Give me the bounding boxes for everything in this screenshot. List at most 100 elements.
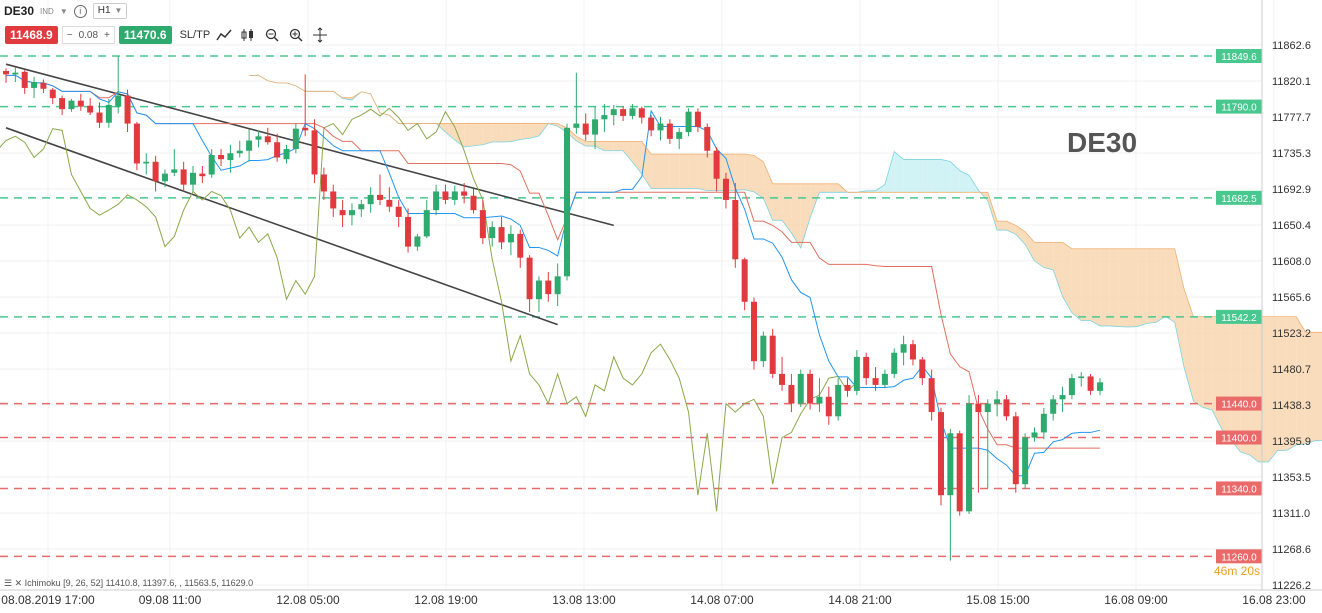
cloud-segment	[1128, 248, 1138, 328]
line-tool-icon[interactable]	[214, 26, 234, 44]
candle	[881, 369, 888, 389]
candle	[1068, 373, 1075, 400]
candle	[825, 386, 832, 425]
price-level-badge	[1216, 49, 1262, 64]
candle	[1050, 395, 1057, 421]
candle	[236, 140, 243, 158]
candle	[498, 216, 505, 250]
candle-body	[21, 71, 28, 88]
market-tag: IND	[40, 6, 54, 16]
minus-icon[interactable]: −	[66, 29, 73, 41]
cloud-segment	[1146, 248, 1157, 324]
price-tick-label: 11523.2	[1272, 328, 1311, 340]
candle	[395, 199, 402, 228]
candle	[433, 184, 440, 216]
trend-channel	[5, 63, 614, 326]
cloud-segment	[520, 123, 530, 140]
candle-body	[218, 154, 225, 160]
candle	[629, 104, 636, 120]
candle-body	[928, 378, 935, 413]
time-tick-label: 15.08 15:00	[966, 593, 1030, 607]
settings-icon[interactable]: ☰ ✕	[4, 578, 23, 588]
candle-body	[517, 233, 524, 258]
candle-body	[1040, 413, 1047, 433]
candle-body	[1012, 416, 1019, 485]
candles-icon[interactable]	[238, 26, 258, 44]
candle-body	[816, 396, 823, 404]
price-tick-label: 11692.9	[1272, 184, 1311, 196]
cloud-segment	[679, 154, 689, 189]
candle	[264, 127, 271, 145]
candle	[947, 429, 954, 561]
candle-body	[377, 194, 383, 200]
sltp-button[interactable]: SL/TP	[179, 29, 211, 41]
candle	[704, 123, 711, 158]
price-tick-label: 11862.6	[1272, 40, 1311, 52]
price-tick-label: 11311.0	[1272, 508, 1310, 520]
volume-stepper[interactable]: − 0.08 +	[61, 26, 115, 44]
cloud-segment	[1053, 242, 1063, 297]
plus-icon[interactable]: +	[104, 29, 110, 41]
sell-button[interactable]: 11468.9	[5, 26, 58, 44]
chevron-down-icon[interactable]: ▼	[59, 6, 68, 16]
candle	[377, 174, 383, 206]
candle-body	[171, 169, 178, 173]
candle-body	[938, 412, 944, 496]
candle-body	[470, 195, 477, 211]
candle	[685, 108, 692, 137]
cloud-segment	[1286, 316, 1297, 451]
buy-button[interactable]: 11470.6	[118, 26, 172, 44]
info-icon[interactable]: i	[73, 4, 87, 18]
candle	[479, 199, 486, 245]
cloud-segment	[1099, 248, 1110, 326]
candle-body	[779, 373, 786, 385]
cloud-segment	[931, 159, 941, 193]
symbol-label[interactable]: DE30	[4, 4, 35, 18]
candle-body	[124, 95, 131, 124]
candle-body	[414, 236, 421, 247]
candle-body	[358, 204, 365, 210]
price-tick-label: 11353.5	[1272, 472, 1311, 484]
candle-body	[573, 123, 580, 128]
candle-body	[339, 210, 346, 216]
candle	[779, 356, 786, 391]
cloud-segment	[828, 183, 839, 193]
time-axis: 08.08.2019 17:00 09.08 11:00 12.08 05:00 12…	[0, 589, 1322, 607]
chart-header: DE30 IND ▼ i H1 ▼	[4, 2, 128, 20]
cloud-segment	[1156, 248, 1166, 323]
candle	[152, 155, 159, 192]
time-tick-label: 08.08.2019 17:00	[1, 593, 95, 607]
candle-body	[489, 227, 496, 239]
crosshair-icon[interactable]	[310, 26, 330, 44]
zoom-in-icon[interactable]	[286, 26, 306, 44]
volume-value[interactable]: 0.08	[78, 29, 99, 41]
candle-body	[919, 359, 926, 379]
timeframe-select[interactable]: H1 ▼	[92, 3, 128, 19]
candle	[853, 350, 860, 396]
tenkan-sen	[5, 74, 1101, 477]
price-tick-label: 11565.6	[1272, 292, 1311, 304]
candle-body	[405, 216, 412, 247]
candle-body	[274, 142, 281, 158]
zoom-out-icon[interactable]	[262, 26, 282, 44]
cloud-segment	[1230, 316, 1241, 452]
candle-body	[302, 127, 309, 131]
candle	[844, 378, 851, 397]
candle-body	[442, 191, 449, 200]
candle	[367, 187, 374, 213]
candle	[928, 369, 935, 421]
candle-body	[133, 123, 140, 164]
candle-body	[40, 82, 47, 89]
candle	[797, 369, 804, 407]
price-tick-label: 11268.6	[1272, 544, 1311, 556]
cloud-segment	[632, 141, 642, 175]
candle	[133, 121, 140, 171]
price-tick-label: 11820.1	[1272, 76, 1311, 88]
candle-body	[199, 173, 206, 177]
candle-body	[1050, 399, 1057, 414]
candle	[68, 98, 75, 112]
candle-body	[77, 100, 84, 107]
candle	[1031, 427, 1038, 442]
candle-body	[68, 100, 75, 110]
